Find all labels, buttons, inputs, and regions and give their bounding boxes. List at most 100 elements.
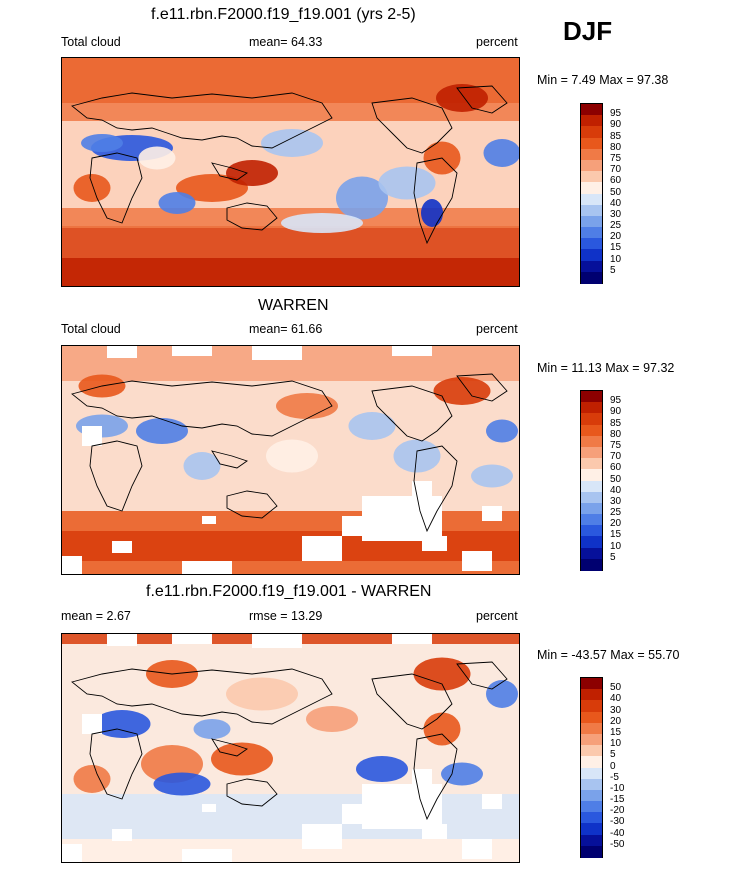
colorbar-tick-label: 90 — [610, 406, 622, 418]
colorbar-tick-label: 10 — [610, 738, 622, 750]
field-blob — [226, 160, 278, 186]
missing-data-patch — [182, 849, 232, 862]
panel2-title: WARREN — [258, 297, 329, 314]
colorbar-cell — [581, 238, 602, 250]
colorbar-cell — [581, 171, 602, 183]
colorbar-tick-label: 60 — [610, 175, 622, 187]
colorbar-tick-label: -10 — [610, 782, 625, 794]
colorbar-tick-label: 25 — [610, 220, 622, 232]
coastline — [413, 733, 458, 821]
missing-data-patch — [462, 551, 492, 571]
missing-data-patch — [172, 346, 212, 356]
panel1-variable-label: Total cloud — [61, 35, 121, 49]
colorbar-tick-label: 90 — [610, 119, 622, 131]
missing-data-patch — [172, 634, 212, 644]
field-blob — [413, 657, 471, 691]
field-blob — [471, 464, 513, 488]
coastline — [413, 445, 458, 533]
colorbar-cell — [581, 689, 602, 701]
colorbar-cell — [581, 446, 602, 459]
missing-data-patch — [252, 634, 302, 648]
colorbar-tick-label: 80 — [610, 141, 622, 153]
colorbar-cell — [581, 834, 602, 847]
colorbar-tick-label: -30 — [610, 816, 625, 828]
missing-data-patch — [412, 769, 432, 784]
colorbar-tick-label: 15 — [610, 529, 622, 541]
colorbar-cell — [581, 801, 602, 813]
field-blob — [421, 199, 443, 227]
field-blob — [483, 139, 519, 167]
colorbar-tick-label: 95 — [610, 108, 622, 120]
coastline — [89, 152, 143, 224]
colorbar-tick-label: -5 — [610, 771, 619, 783]
missing-data-patch — [342, 804, 382, 824]
colorbar-cell — [581, 536, 602, 549]
colorbar-tick-label: 85 — [610, 130, 622, 142]
colorbar-tick-label: 15 — [610, 726, 622, 738]
colorbar-cell — [581, 193, 602, 206]
coastline — [413, 157, 458, 245]
field-blob — [486, 419, 518, 443]
coastline — [371, 673, 453, 730]
colorbar-tick-label: -15 — [610, 794, 625, 806]
coastline — [71, 92, 333, 149]
colorbar-cell — [581, 823, 602, 836]
missing-data-patch — [412, 481, 432, 496]
field-blob — [138, 146, 176, 170]
colorbar-tick-label: 40 — [610, 693, 622, 705]
field-blob — [226, 677, 298, 711]
colorbar-cell — [581, 469, 602, 481]
panel2-minmax: Min = 11.13 Max = 97.32 — [537, 361, 675, 375]
panel2-mean-label: mean= 61.66 — [249, 322, 323, 336]
colorbar-cell — [581, 391, 602, 403]
coastline — [456, 85, 508, 114]
coastline — [211, 162, 248, 181]
missing-data-patch — [107, 346, 137, 358]
panel3-units-label: percent — [476, 609, 518, 623]
missing-data-patch — [182, 561, 232, 574]
colorbar-tick-label: 70 — [610, 164, 622, 176]
colorbar-tick-label: 75 — [610, 439, 622, 451]
colorbar-cell — [581, 182, 602, 194]
field-blob — [486, 680, 518, 708]
colorbar-tick-label: 80 — [610, 428, 622, 440]
colorbar-cell — [581, 137, 602, 150]
colorbar-cell — [581, 678, 602, 690]
field-blob — [211, 742, 273, 776]
panel1-title: f.e11.rbn.F2000.f19_f19.001 (yrs 2-5) — [151, 6, 416, 23]
panel1-units-label: percent — [476, 35, 518, 49]
colorbar-tick-label: 30 — [610, 208, 622, 220]
panel2-variable-label: Total cloud — [61, 322, 121, 336]
colorbar-cell — [581, 733, 602, 746]
field-blob — [183, 452, 221, 480]
missing-data-patch — [342, 516, 382, 536]
colorbar-tick-label: 20 — [610, 231, 622, 243]
panel3-title: f.e11.rbn.F2000.f19_f19.001 - WARREN — [146, 583, 432, 600]
colorbar-cell — [581, 812, 602, 824]
colorbar-cell — [581, 778, 602, 791]
coastline — [371, 385, 453, 442]
field-blob — [73, 765, 111, 793]
colorbar-cell — [581, 435, 602, 448]
missing-data-patch — [82, 426, 102, 446]
field-blob — [276, 393, 338, 419]
colorbar-cell — [581, 402, 602, 414]
panel3-colorbar — [580, 677, 603, 858]
field-blob — [261, 129, 323, 157]
field-band — [62, 103, 519, 121]
panel1-mean-label: mean= 64.33 — [249, 35, 323, 49]
coastline — [226, 202, 278, 231]
missing-data-patch — [62, 556, 82, 574]
coastline — [211, 450, 248, 469]
colorbar-tick-label: 40 — [610, 197, 622, 209]
field-blob — [348, 412, 396, 440]
coastline — [226, 778, 278, 807]
colorbar-cell — [581, 491, 602, 504]
colorbar-tick-label: 20 — [610, 518, 622, 530]
missing-data-patch — [202, 804, 216, 812]
colorbar-tick-label: 95 — [610, 395, 622, 407]
panel2-map — [61, 345, 520, 575]
field-blob — [136, 418, 188, 444]
colorbar-tick-label: 70 — [610, 451, 622, 463]
colorbar-tick-label: 0 — [610, 760, 616, 772]
